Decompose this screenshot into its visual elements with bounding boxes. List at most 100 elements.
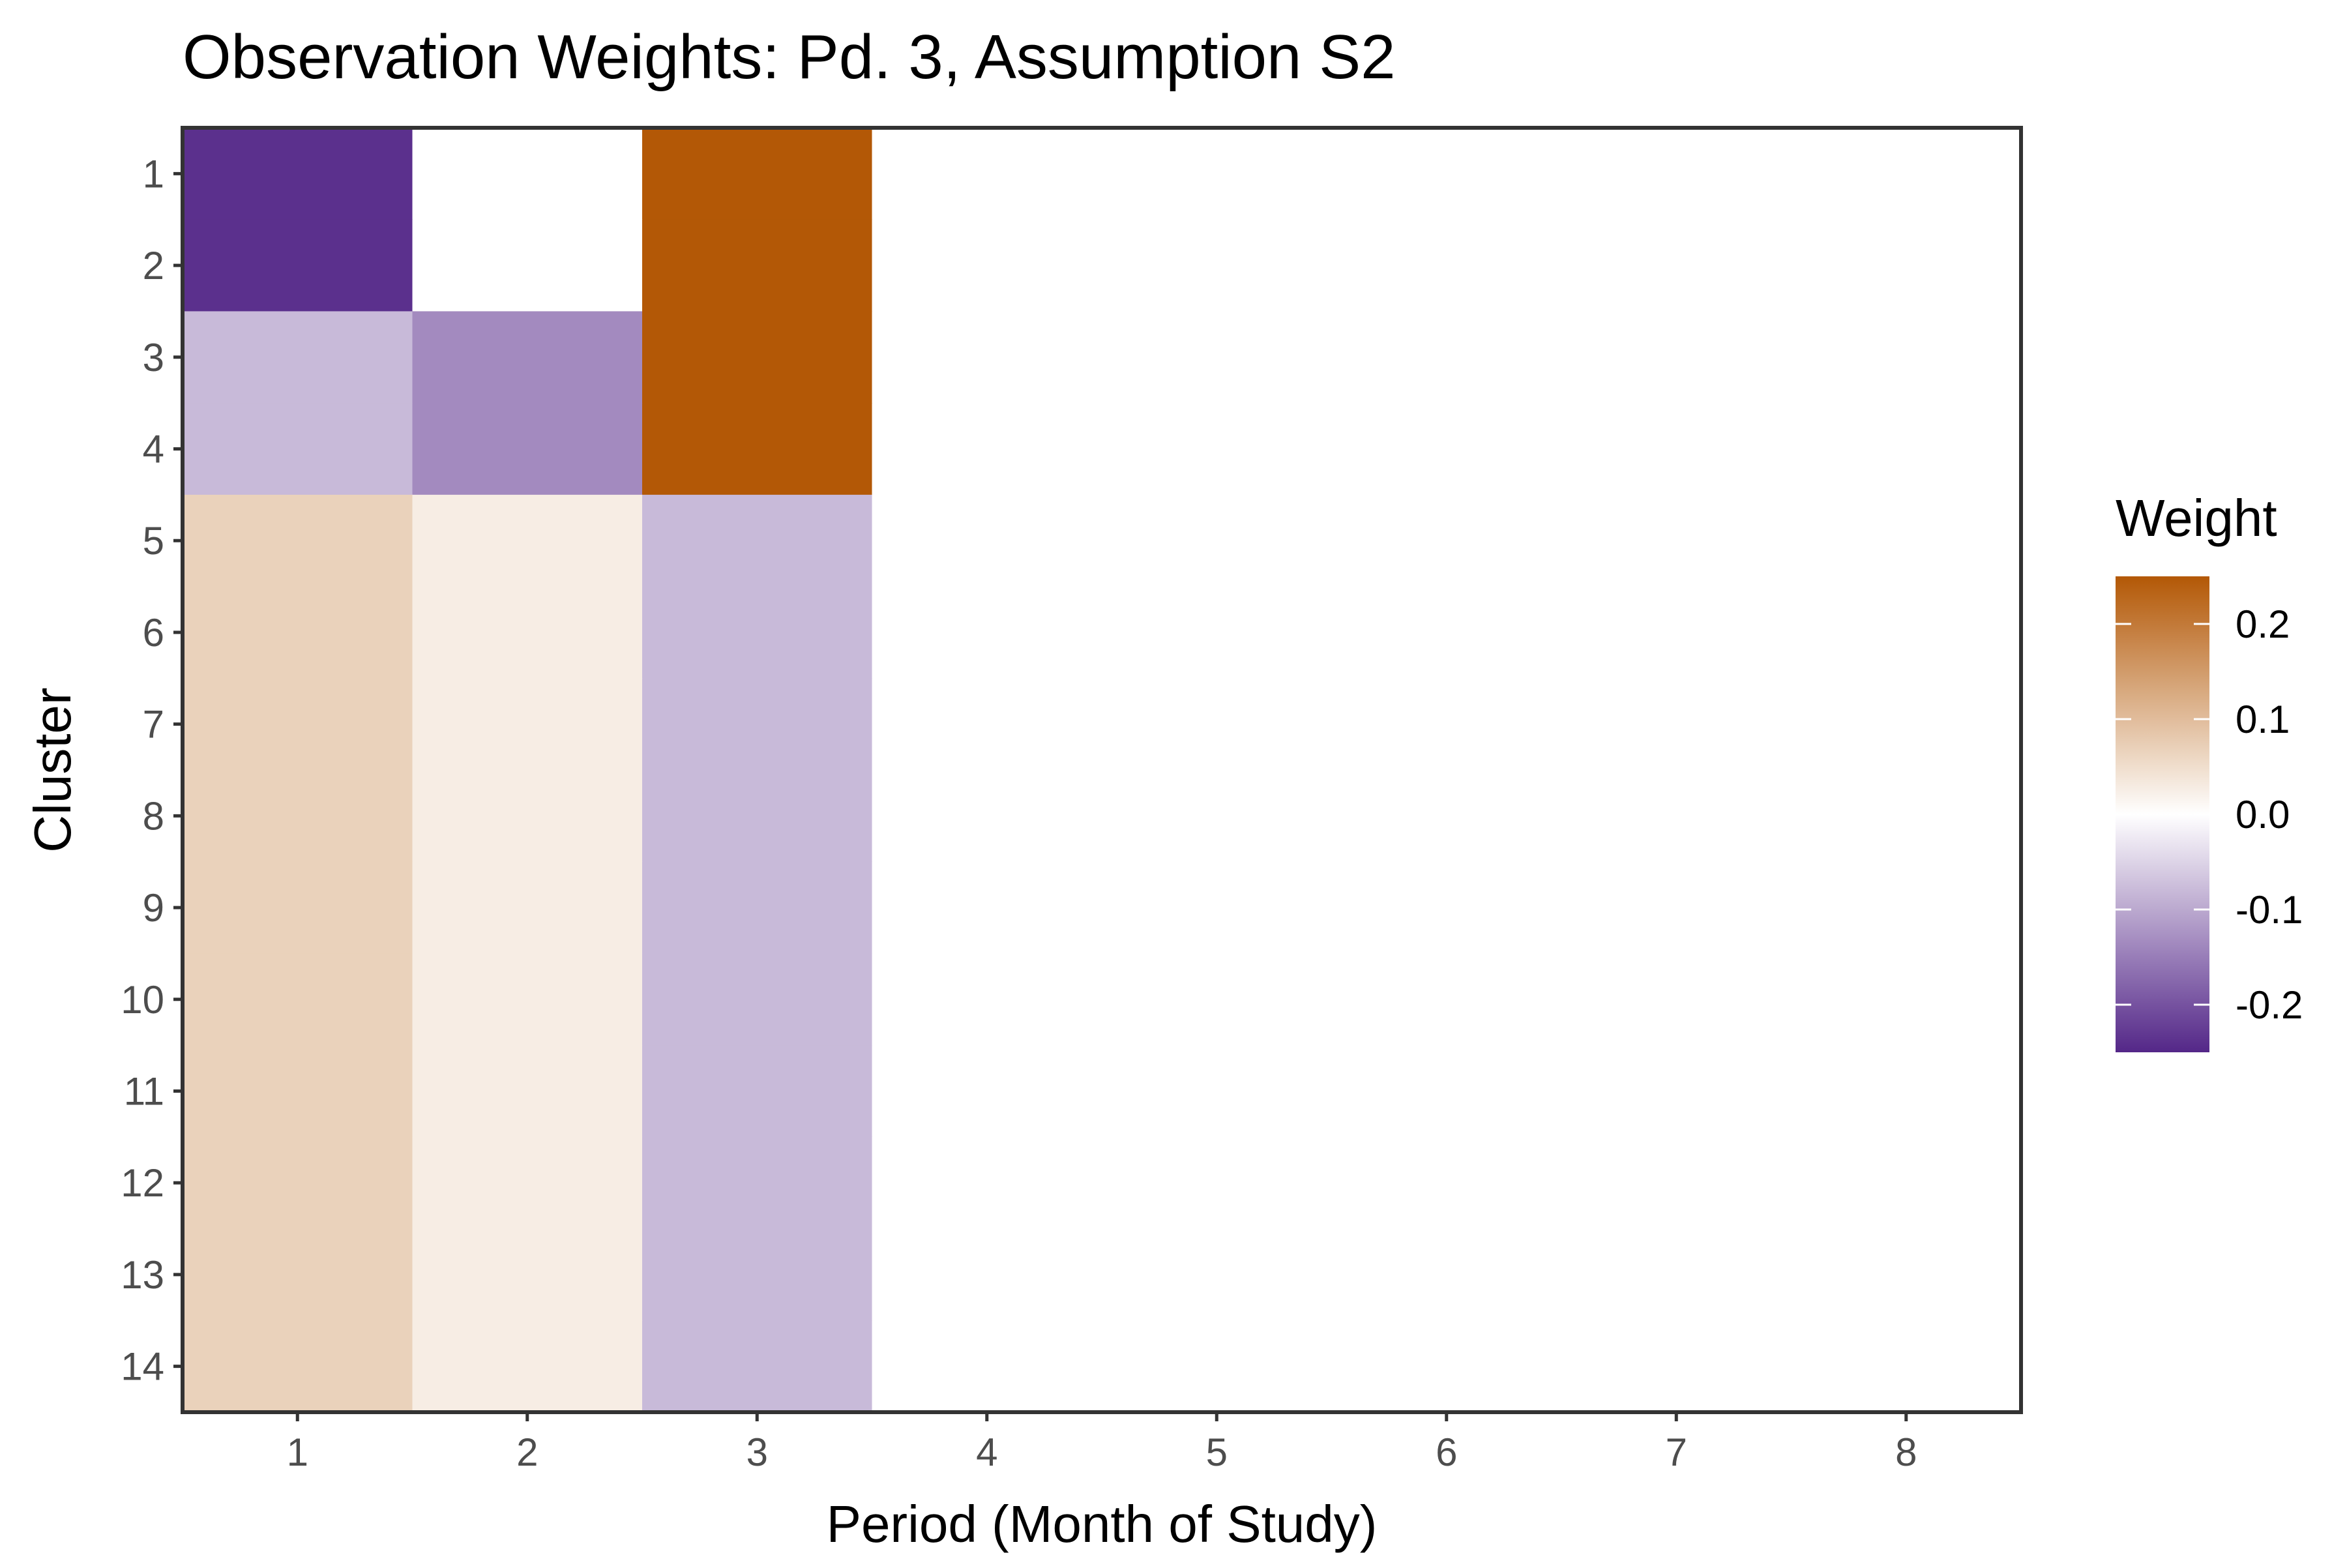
heatmap-cell (1331, 494, 1562, 587)
heatmap-cell (183, 1045, 413, 1138)
heatmap-cell (1561, 678, 1792, 771)
heatmap-cell (642, 586, 873, 679)
heatmap-cell (1331, 1136, 1562, 1230)
heatmap-cell (1331, 678, 1562, 771)
heatmap-cell (1791, 1320, 2022, 1413)
heatmap-cell (1561, 1045, 1792, 1138)
x-tick-label: 2 (516, 1430, 538, 1474)
heatmap-cell (872, 1045, 1102, 1138)
heatmap-cell (412, 861, 643, 954)
y-tick-label: 7 (143, 703, 164, 747)
y-tick-label: 12 (121, 1161, 164, 1205)
heatmap-cell (183, 861, 413, 954)
heatmap-cell (412, 770, 643, 863)
y-tick-label: 8 (143, 794, 164, 838)
heatmap-cell (642, 1320, 873, 1413)
y-axis-label: Cluster (23, 687, 81, 852)
legend-tick-label: 0.1 (2236, 698, 2290, 741)
heatmap-cell (642, 219, 873, 312)
heatmap-cell (1791, 678, 2022, 771)
heatmap-cell (412, 403, 643, 496)
heatmap-cell (872, 678, 1102, 771)
heatmap-cell (1102, 219, 1333, 312)
heatmap-cell (1561, 128, 1792, 220)
legend-ticks: 0.2 0.1 0.0 -0.1 -0.2 (2116, 602, 2303, 1027)
heatmap-cell (1791, 1136, 2022, 1230)
x-axis-label: Period (Month of Study) (827, 1495, 1378, 1553)
legend-tick-label: -0.1 (2236, 888, 2303, 932)
heatmap-cell (1331, 1228, 1562, 1321)
heatmap-cell (412, 128, 643, 220)
heatmap-cell (183, 1228, 413, 1321)
heatmap-cell (1331, 1320, 1562, 1413)
y-tick-label: 9 (143, 886, 164, 930)
heatmap-cell (412, 953, 643, 1046)
heatmap-cell (1102, 678, 1333, 771)
heatmap-cell (1331, 586, 1562, 679)
heatmap-cell (1331, 1045, 1562, 1138)
heatmap-cell (1791, 403, 2022, 496)
legend-tick-label: -0.2 (2236, 983, 2303, 1027)
heatmap-cell (642, 311, 873, 404)
heatmap-cell (642, 953, 873, 1046)
heatmap-cell (1791, 311, 2022, 404)
heatmap-cell (872, 861, 1102, 954)
heatmap-cell (1331, 770, 1562, 863)
legend: Weight 0.2 0.1 0.0 -0.1 -0.2 (2116, 489, 2303, 1052)
heatmap-cell (642, 770, 873, 863)
heatmap-cell (1561, 770, 1792, 863)
heatmap-cell (872, 770, 1102, 863)
y-tick-label: 1 (143, 152, 164, 196)
y-tick-label: 13 (121, 1253, 164, 1297)
heatmap-cell (1102, 1045, 1333, 1138)
legend-title: Weight (2116, 489, 2277, 547)
heatmap-cell (183, 770, 413, 863)
heatmap-cell (412, 1136, 643, 1230)
legend-tick-label: 0.0 (2236, 793, 2290, 836)
heatmap-cell (183, 494, 413, 587)
heatmap-cell (1102, 128, 1333, 220)
heatmap-cell (1791, 128, 2022, 220)
y-tick-label: 11 (124, 1070, 164, 1114)
heatmap-cell (1561, 953, 1792, 1046)
y-tick-label: 5 (143, 519, 164, 563)
heatmap-cell (1102, 403, 1333, 496)
heatmap-cell (1102, 1136, 1333, 1230)
x-tick-label: 6 (1436, 1430, 1457, 1474)
heatmap-cell (872, 219, 1102, 312)
heatmap-cell (1791, 861, 2022, 954)
heatmap-cell (183, 311, 413, 404)
heatmap-cell (183, 953, 413, 1046)
heatmap-cell (872, 494, 1102, 587)
heatmap-cell (183, 219, 413, 312)
heatmap-cell (872, 953, 1102, 1046)
heatmap-cell (412, 586, 643, 679)
heatmap-cell (412, 1320, 643, 1413)
heatmap-cell (1102, 1228, 1333, 1321)
heatmap-cell (1102, 586, 1333, 679)
x-tick-label: 3 (746, 1430, 768, 1474)
heatmap-cell (1561, 1228, 1792, 1321)
heatmap-cell (872, 1320, 1102, 1413)
heatmap-cell (1102, 770, 1333, 863)
legend-tick-label: 0.2 (2236, 602, 2290, 646)
heatmap-cells (183, 128, 2022, 1413)
y-tick-label: 14 (121, 1345, 164, 1389)
heatmap-cell (642, 128, 873, 220)
heatmap-cell (1561, 494, 1792, 587)
heatmap-cell (1102, 861, 1333, 954)
heatmap-cell (412, 1045, 643, 1138)
heatmap-cell (642, 403, 873, 496)
y-tick-label: 10 (121, 978, 164, 1022)
heatmap-cell (872, 403, 1102, 496)
heatmap-cell (1791, 586, 2022, 679)
x-axis: 1 2 3 4 5 6 7 8 (287, 1412, 1917, 1474)
heatmap-cell (1561, 1320, 1792, 1413)
heatmap-cell (642, 861, 873, 954)
heatmap-cell (1331, 311, 1562, 404)
heatmap-cell (1102, 953, 1333, 1046)
heatmap-cell (1561, 586, 1792, 679)
